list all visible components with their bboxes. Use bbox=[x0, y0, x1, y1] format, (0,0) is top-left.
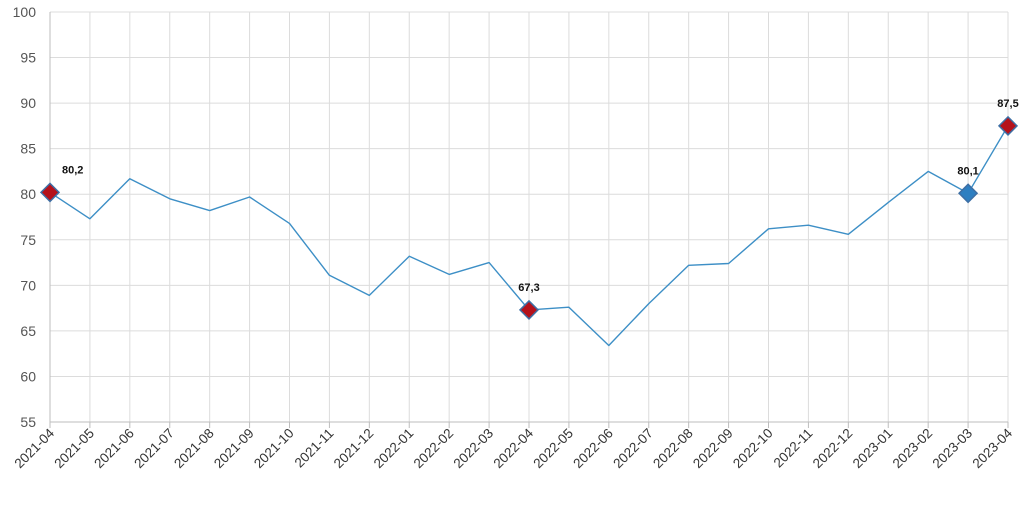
y-tick-label: 70 bbox=[20, 277, 36, 293]
y-tick-label: 60 bbox=[20, 368, 36, 384]
data-label: 87,5 bbox=[997, 98, 1018, 110]
data-marker-diamond bbox=[518, 299, 540, 320]
x-tick-label: 2021-12 bbox=[331, 426, 377, 472]
x-tick-label: 2021-09 bbox=[211, 426, 257, 472]
data-label: 80,1 bbox=[957, 165, 978, 177]
data-label: 67,3 bbox=[518, 282, 539, 294]
y-tick-label: 75 bbox=[20, 232, 36, 248]
x-tick-label: 2022-07 bbox=[610, 426, 656, 472]
x-tick-label: 2021-10 bbox=[251, 426, 297, 472]
y-tick-label: 85 bbox=[20, 141, 36, 157]
data-label: 80,2 bbox=[62, 164, 83, 176]
x-tick-label: 2022-06 bbox=[570, 426, 616, 472]
x-tick-label: 2022-12 bbox=[810, 426, 856, 472]
x-tick-label: 2022-08 bbox=[650, 426, 696, 472]
y-tick-label: 65 bbox=[20, 323, 36, 339]
x-tick-label: 2021-08 bbox=[171, 426, 217, 472]
x-tick-label: 2023-03 bbox=[930, 426, 976, 472]
gridlines bbox=[49, 11, 1009, 423]
x-tick-label: 2022-10 bbox=[730, 426, 776, 472]
y-tick-label: 90 bbox=[20, 95, 36, 111]
y-axis-ticks: 55 60 65 70 75 80 85 90 95 100 bbox=[13, 4, 37, 430]
x-tick-label: 2021-06 bbox=[91, 426, 137, 472]
x-tick-label: 2022-09 bbox=[690, 426, 736, 472]
axes bbox=[49, 12, 1009, 428]
y-tick-label: 55 bbox=[20, 414, 36, 430]
y-tick-label: 95 bbox=[20, 50, 36, 66]
data-marker-diamond bbox=[958, 183, 979, 204]
x-tick-label: 2021-04 bbox=[11, 425, 57, 471]
data-marker-diamond bbox=[997, 115, 1019, 136]
data-marker-diamond bbox=[39, 182, 61, 203]
x-tick-label: 2021-05 bbox=[51, 426, 97, 472]
x-tick-label: 2022-11 bbox=[771, 426, 816, 471]
x-tick-label: 2023-04 bbox=[969, 425, 1015, 471]
x-tick-label: 2022-01 bbox=[371, 426, 417, 472]
x-tick-label: 2023-02 bbox=[890, 426, 936, 472]
x-axis-ticks: 2021-042021-052021-062021-072021-082021-… bbox=[11, 425, 1015, 471]
x-tick-label: 2022-05 bbox=[530, 426, 576, 472]
x-tick-label: 2022-04 bbox=[490, 425, 536, 471]
x-tick-label: 2021-07 bbox=[131, 426, 177, 472]
x-tick-label: 2022-02 bbox=[411, 426, 457, 472]
x-tick-label: 2023-01 bbox=[850, 426, 896, 472]
y-tick-label: 80 bbox=[20, 186, 36, 202]
y-tick-label: 100 bbox=[13, 4, 37, 20]
x-tick-label: 2022-03 bbox=[451, 426, 497, 472]
highlight-markers: 80,2 67,3 80,1 87,5 bbox=[39, 98, 1019, 320]
x-tick-label: 2021-11 bbox=[292, 426, 337, 471]
